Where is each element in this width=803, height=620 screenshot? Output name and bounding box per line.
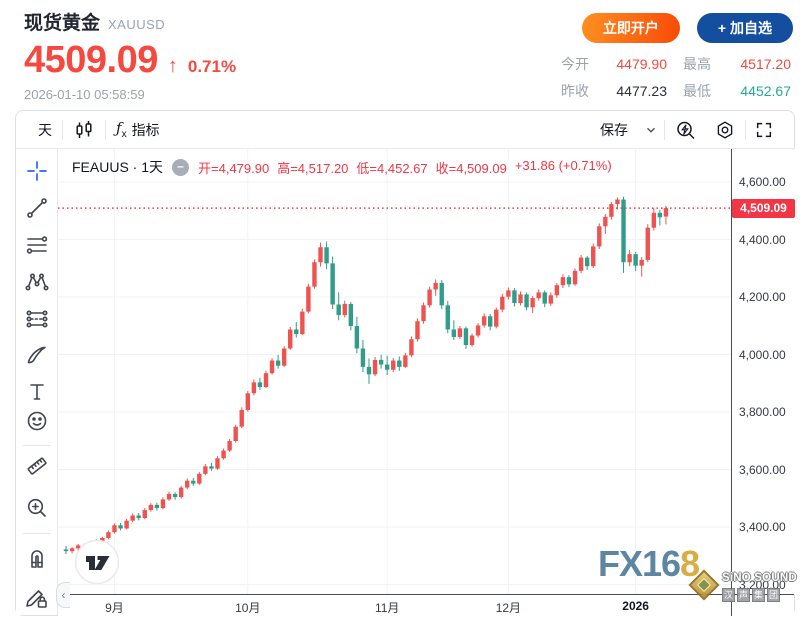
fx-icon: ƒx (116, 119, 127, 140)
y-axis-label: 4,400.00 (739, 232, 786, 247)
chart-legend: FEAUUS · 1天 – 开=4,479.90 高=4,517.20 低=4,45… (72, 157, 612, 177)
chart-canvas[interactable] (58, 149, 731, 594)
legend-ohlc: 开=4,479.90 高=4,517.20 低=4,452.67 收=4,509.09… (198, 158, 612, 177)
chevron-down-icon (647, 127, 655, 133)
stat-label: 最高 (683, 56, 711, 72)
quote-timestamp: 2026-01-10 05:58:59 (24, 87, 145, 102)
stat-value: 4479.90 (616, 56, 667, 72)
legend-value: 低=4,452.67 (356, 160, 428, 176)
up-arrow-icon: ↑ (167, 55, 178, 77)
chart-style-button[interactable] (63, 116, 105, 144)
toolbar-separator (105, 119, 106, 140)
add-watchlist-button[interactable]: + 加自选 (696, 13, 793, 43)
x-axis-label: 12月 (495, 601, 522, 615)
x-axis-label: 10月 (235, 601, 261, 615)
trend-line-icon[interactable] (24, 195, 50, 221)
x-axis-label: 11月 (374, 601, 400, 615)
chart-widget: 天 ƒx 指标 保存 (15, 110, 797, 616)
drawing-toolbar-collapse-tab[interactable]: ‹ (56, 582, 70, 608)
toolbar-separator (745, 119, 746, 140)
crosshair-icon[interactable] (24, 158, 50, 184)
current-price-label: 4,509.09 (732, 198, 795, 218)
stat-value: 4452.67 (740, 83, 791, 99)
open-account-button[interactable]: 立即开户 (581, 13, 680, 43)
sino-char: 集 (752, 588, 766, 602)
sino-char: 团 (767, 588, 781, 602)
y-axis-label: 3,400.00 (739, 520, 786, 534)
legend-value: +31.86 (+0.71%) (514, 157, 612, 173)
instrument-name: 现货黄金 (24, 13, 101, 34)
zoom-in-icon[interactable] (24, 495, 50, 521)
quote-header: 现货黄金 XAUUSD 4509.09 ↑ 0.71% 2026-01-10 0… (24, 8, 236, 102)
stat-label: 最低 (683, 83, 711, 99)
legend-value: 开=4,479.90 (198, 160, 270, 176)
x-axis-label: 2026 (622, 599, 649, 613)
y-axis-label: 4,200.00 (739, 290, 786, 304)
quick-search-button[interactable] (665, 116, 705, 144)
toolbar-separator (664, 119, 665, 140)
y-axis-label: 3,800.00 (739, 405, 786, 419)
quote-stats: 今开 4479.90 最高 4517.20 昨收 4477.23 最低 4452.67 (561, 54, 791, 101)
sino-sound-chinese: 汉声集团 (722, 588, 781, 602)
candles-icon (76, 120, 92, 138)
price-scale[interactable]: 4,600.00 4,400.00 4,200.00 4,000.00 3,800.00… (731, 149, 796, 594)
legend-value: 收=4,509.09 (435, 160, 507, 176)
stat-label: 昨收 (561, 83, 589, 99)
ruler-icon[interactable] (24, 453, 50, 479)
sino-char: 声 (737, 588, 751, 602)
text-icon[interactable] (24, 379, 50, 405)
lock-all-drawings-icon[interactable] (24, 585, 50, 611)
stat-value: 4477.23 (616, 83, 667, 99)
change-percent: 0.71% (187, 57, 237, 76)
time-scale[interactable]: 9月 10月 11月 12月 2026 (58, 594, 794, 616)
instrument-symbol: XAUUSD (108, 17, 166, 32)
settings-icon (717, 120, 733, 139)
x-axis-label: 9月 (105, 601, 124, 615)
fx168-watermark: FX168 (598, 543, 700, 584)
projection-icon[interactable] (24, 306, 50, 332)
settings-button[interactable] (705, 116, 745, 144)
sino-char: 汉 (722, 588, 736, 602)
save-menu-button[interactable] (638, 116, 664, 144)
sino-sound-watermark: SiNO SOUND 汉声集团 (688, 558, 797, 614)
quick-search-icon (677, 121, 695, 139)
emoji-icon[interactable] (24, 408, 50, 434)
save-button[interactable]: 保存 (600, 121, 628, 138)
toolbar-divider (23, 533, 51, 534)
legend-symbol: FEAUUS · 1天 (72, 159, 164, 175)
xabcd-pattern-icon[interactable] (24, 269, 50, 295)
toolbar-divider (23, 445, 51, 446)
tradingview-logo[interactable] (74, 539, 120, 585)
interval-button[interactable]: 天 (38, 121, 52, 138)
last-price: 4509.09 (24, 39, 158, 81)
brush-icon[interactable] (24, 342, 50, 368)
y-axis-label: 4,000.00 (739, 347, 786, 362)
stat-value: 4517.20 (740, 56, 791, 72)
sino-sound-logo-icon (688, 569, 720, 601)
magnet-icon[interactable] (24, 545, 50, 571)
sino-sound-text: SiNO SOUND (722, 572, 797, 584)
drawing-toolbar (16, 149, 58, 615)
legend-value: 高=4,517.20 (277, 160, 349, 176)
indicators-button[interactable]: ƒx 指标 (116, 119, 160, 140)
fullscreen-button[interactable] (746, 116, 782, 144)
stat-label: 今开 (561, 56, 589, 72)
scale-divider (731, 595, 732, 616)
chart-toolbar: 天 ƒx 指标 保存 (16, 111, 794, 149)
toolbar-separator (62, 119, 63, 140)
y-axis-label: 3,600.00 (739, 462, 786, 477)
y-axis-label: 4,600.00 (739, 175, 786, 189)
chart-plot[interactable]: FEAUUS · 1天 – 开=4,479.90 高=4,517.20 低=4,45… (58, 149, 731, 594)
fullscreen-icon (756, 122, 772, 137)
legend-collapse-button[interactable]: – (172, 158, 190, 176)
fib-retracement-icon[interactable] (24, 232, 50, 258)
